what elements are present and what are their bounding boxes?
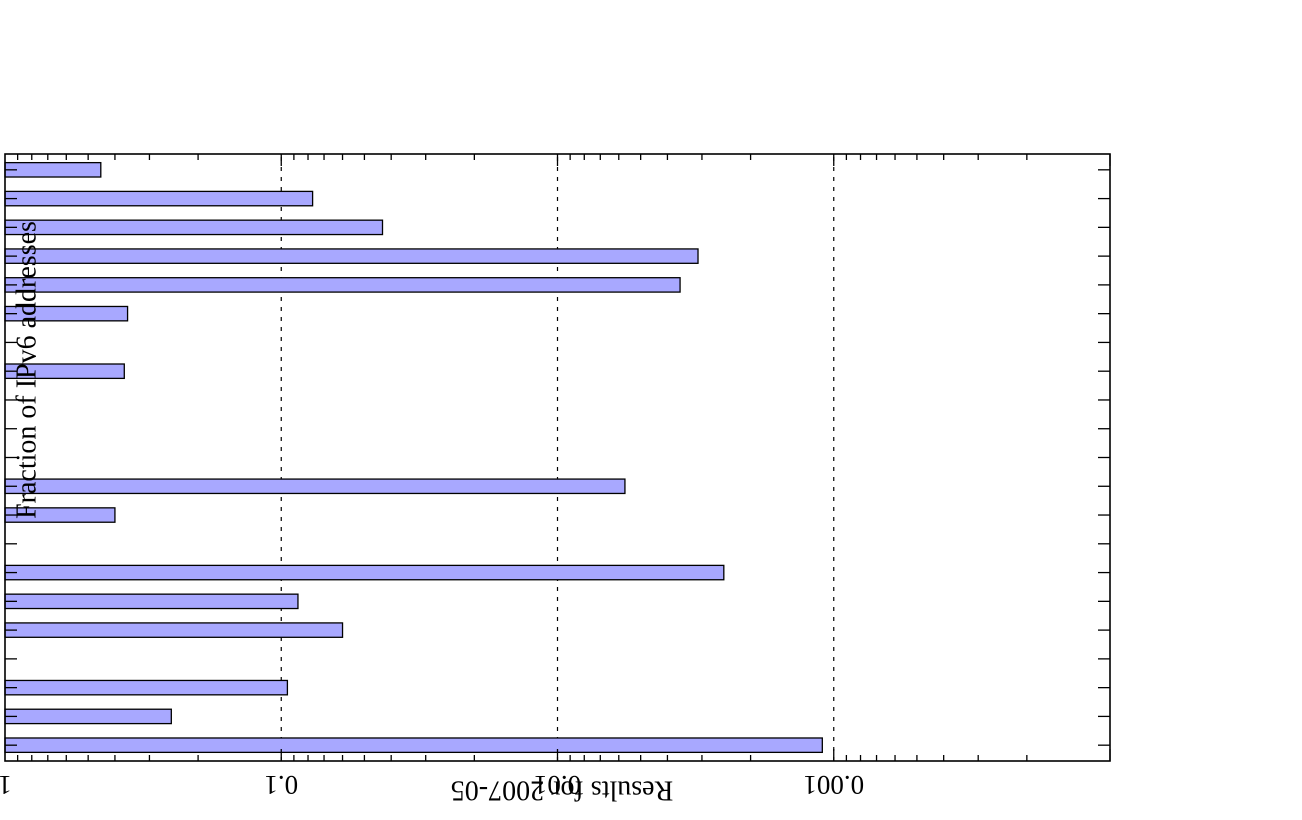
bar-autothe xyxy=(4,564,725,581)
tick-label: 0.1 xyxy=(264,770,298,800)
bar-wordy xyxy=(4,737,823,754)
grid-lines xyxy=(280,154,835,761)
x-axis-title: Results for 2007-05 xyxy=(451,775,673,806)
axis-ticks xyxy=(5,154,1111,761)
bar-arin xyxy=(4,219,384,236)
bar-apnic xyxy=(4,190,314,207)
tick-label: 1 xyxy=(0,770,12,800)
bar-v4based xyxy=(4,708,172,725)
bar-lacnic xyxy=(4,277,681,293)
bar-privacy xyxy=(4,622,344,638)
tick-label: 0.01 xyxy=(534,770,581,800)
y-axis-title: Fraction of IPv6 addresses xyxy=(12,221,43,519)
bar-global xyxy=(4,161,102,178)
plot-content: 10.10.010.001 wordyv4basedteredorandompr… xyxy=(0,153,1111,806)
tick-labels: 1 0.1 0.01 0.001 xyxy=(0,770,864,800)
bar-teredo xyxy=(4,679,289,696)
bar-afrinic xyxy=(4,248,699,264)
bar-isatap xyxy=(4,478,626,495)
bars xyxy=(4,161,823,754)
bar-low xyxy=(4,593,299,610)
tick-label: 0.001 xyxy=(803,770,864,800)
